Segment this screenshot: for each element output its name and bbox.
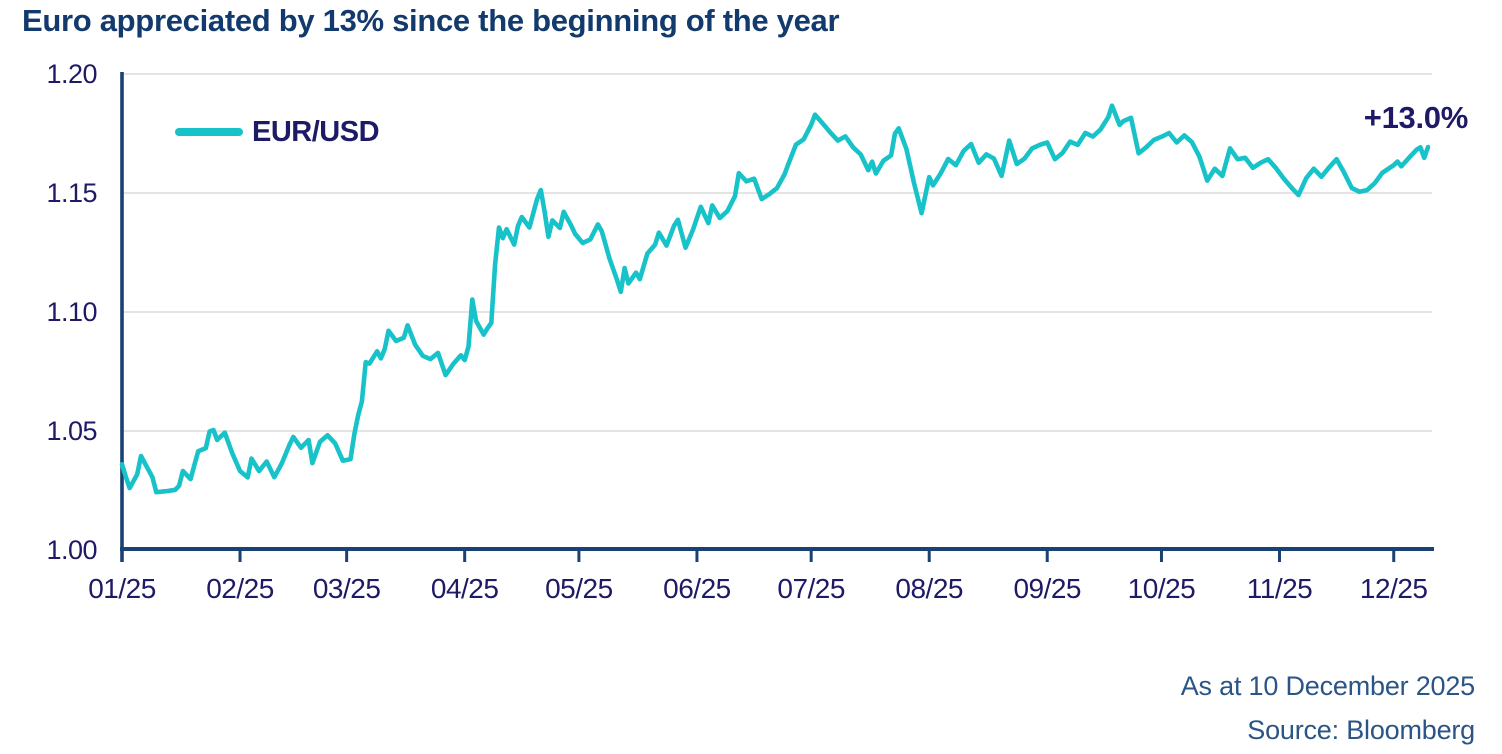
eur-usd-series-line: [119, 103, 1431, 495]
x-tick-label: 02/25: [206, 573, 274, 604]
y-tick-label: 1.15: [46, 178, 97, 208]
x-tick-label: 10/25: [1127, 573, 1196, 604]
legend-label: EUR/USD: [252, 115, 380, 148]
x-tick-label: 05/25: [545, 573, 613, 604]
y-tick-label: 1.00: [46, 535, 97, 565]
performance-annotation: +13.0%: [1363, 100, 1469, 135]
x-tick-label: 08/25: [895, 573, 963, 604]
y-tick-label: 1.10: [46, 297, 97, 327]
footer: As at 10 December 2025 Source: Bloomberg: [1181, 664, 1475, 752]
legend: EUR/USD: [175, 114, 380, 150]
chart-title: Euro appreciated by 13% since the beginn…: [22, 3, 840, 38]
x-tick-label: 06/25: [663, 573, 731, 604]
x-tick-label: 03/25: [312, 573, 381, 604]
x-tick-label: 12/25: [1359, 573, 1428, 604]
x-tick-label: 11/25: [1246, 573, 1313, 604]
source-text: Source: Bloomberg: [1247, 715, 1475, 745]
x-tick-label: 04/25: [430, 573, 499, 604]
y-tick-label: 1.05: [46, 416, 97, 446]
x-tick-label: 09/25: [1013, 573, 1082, 604]
as-at-date-text: As at 10 December 2025: [1180, 671, 1475, 701]
x-tick-label: 07/25: [777, 573, 845, 604]
y-tick-label: 1.20: [46, 59, 97, 89]
x-tick-label: 01/25: [88, 573, 156, 604]
legend-line-swatch: [175, 128, 243, 136]
